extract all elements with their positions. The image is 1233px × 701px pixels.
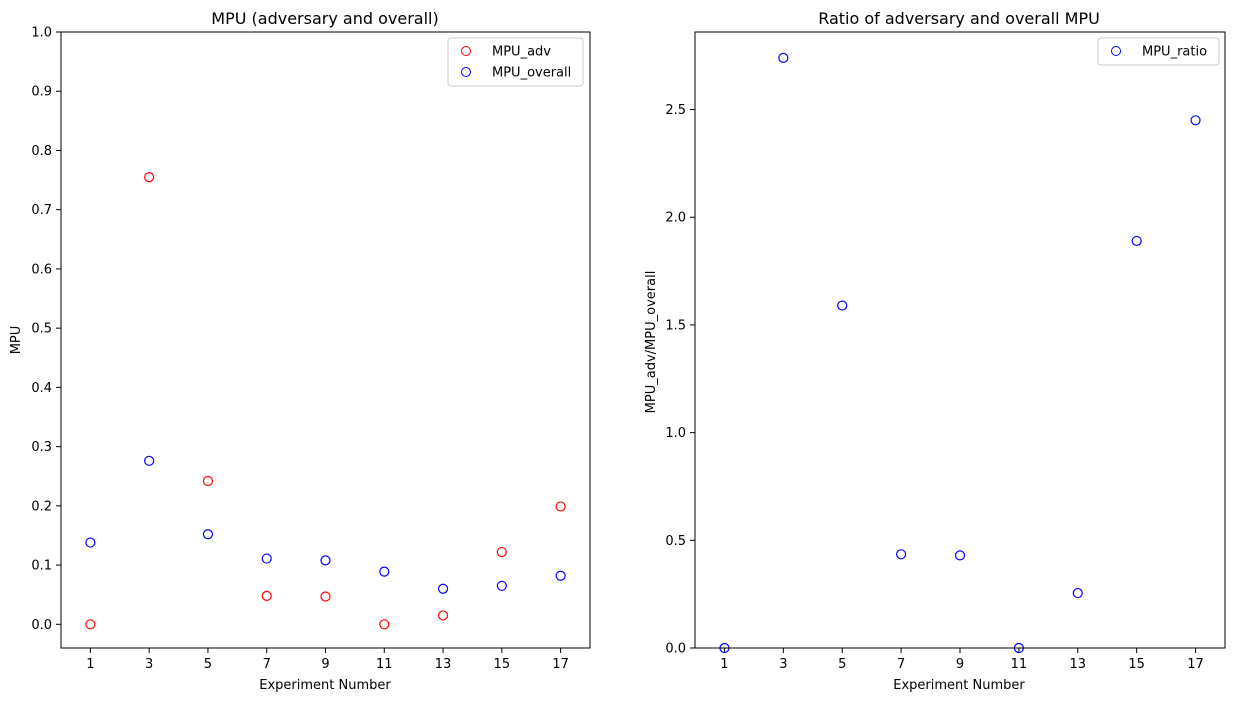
plot-frame — [694, 31, 1226, 649]
data-point-mpu-overall — [261, 553, 272, 564]
y-tick-label: 1.0 — [665, 426, 686, 441]
x-tick-label: 9 — [321, 657, 329, 672]
x-tick-label: 13 — [435, 657, 452, 672]
data-point-mpu-adv — [437, 610, 449, 621]
x-tick-label: 5 — [838, 657, 846, 672]
y-tick-label: 0.6 — [31, 262, 52, 277]
legend-marker-mpu-adv — [461, 46, 471, 56]
data-point-mpu-adv — [555, 501, 566, 512]
data-point-mpu-ratio — [1072, 587, 1083, 599]
y-tick-label: 1.5 — [665, 318, 686, 333]
y-tick-label: 0.9 — [31, 85, 52, 100]
x-tick-label: 11 — [1011, 657, 1028, 672]
marks-group — [85, 172, 566, 630]
data-point-mpu-ratio — [1190, 115, 1201, 126]
y-tick-label: 0.1 — [31, 559, 52, 574]
data-point-mpu-adv — [379, 619, 390, 630]
y-tick-label: 0.3 — [31, 440, 52, 455]
tick-group: 1 3 5 7 9 11 13 15 170.00.10.20.30.40.50.60.70.8… — [31, 26, 569, 673]
legend-box — [447, 37, 584, 87]
x-tick-label: 7 — [897, 657, 905, 672]
y-tick-label: 0.5 — [665, 534, 686, 549]
legend-label-mpu-overall: MPU_overall — [492, 66, 571, 81]
x-tick-label: 15 — [1128, 657, 1145, 672]
legend-marker-mpu-ratio — [1111, 46, 1121, 56]
x-tick-label: 3 — [779, 657, 787, 672]
x-tick-label: 1 — [86, 657, 94, 672]
data-point-mpu-ratio — [954, 550, 966, 561]
legend: MPU_adv MPU_overall — [447, 37, 584, 87]
tick-group: 1 3 5 7 9 11 13 15 170.00.51.01.52.02.5 — [665, 103, 1204, 672]
legend-label-mpu-adv: MPU_adv — [492, 45, 551, 60]
y-axis-label: MPU_adv/MPU_overall — [644, 271, 659, 414]
data-point-mpu-adv — [261, 590, 272, 601]
x-tick-label: 15 — [494, 657, 511, 672]
x-axis-label: Experiment Number — [259, 678, 391, 693]
data-point-mpu-overall — [144, 455, 155, 466]
x-tick-label: 3 — [145, 657, 153, 672]
y-tick-label: 2.0 — [665, 211, 686, 226]
data-point-mpu-overall — [555, 570, 566, 581]
y-tick-label: 0.0 — [31, 618, 52, 633]
data-point-mpu-adv — [202, 475, 214, 487]
data-point-mpu-overall — [379, 566, 390, 577]
data-point-mpu-overall — [437, 583, 449, 594]
x-tick-label: 9 — [956, 657, 964, 672]
x-tick-label: 11 — [376, 657, 393, 672]
x-tick-label: 1 — [720, 657, 728, 672]
y-tick-label: 0.8 — [31, 144, 52, 159]
y-tick-label: 0.0 — [665, 642, 686, 657]
data-point-mpu-overall — [202, 529, 214, 540]
chart-mpu: MPU (adversary and overall) Experiment N… — [9, 9, 591, 693]
chart-ratio: Ratio of adversary and overall MPU Exper… — [644, 9, 1226, 693]
x-tick-label: 5 — [204, 657, 212, 672]
y-tick-label: 2.5 — [665, 103, 686, 118]
legend-box — [1097, 37, 1220, 66]
chart-title: Ratio of adversary and overall MPU — [818, 9, 1100, 28]
plot-frame — [60, 31, 591, 649]
data-point-mpu-adv — [85, 619, 96, 630]
data-point-mpu-ratio — [1131, 235, 1142, 247]
x-axis-label: Experiment Number — [893, 678, 1025, 693]
data-point-mpu-ratio — [778, 52, 789, 63]
data-point-mpu-adv — [496, 546, 507, 558]
y-tick-label: 0.2 — [31, 499, 52, 514]
legend-label-mpu-ratio: MPU_ratio — [1142, 45, 1207, 60]
chart-title: MPU (adversary and overall) — [211, 9, 438, 28]
data-point-mpu-overall — [320, 555, 331, 566]
data-point-mpu-overall — [496, 580, 507, 591]
y-axis-label: MPU — [9, 326, 24, 355]
y-tick-label: 0.5 — [31, 322, 52, 337]
y-tick-label: 0.4 — [31, 381, 52, 396]
data-point-mpu-overall — [85, 537, 96, 548]
y-tick-label: 0.7 — [31, 203, 52, 218]
data-point-mpu-adv — [320, 591, 331, 602]
x-tick-label: 17 — [552, 657, 569, 672]
x-tick-label: 17 — [1187, 657, 1204, 672]
x-tick-label: 7 — [263, 657, 271, 672]
data-point-mpu-ratio — [896, 549, 907, 560]
data-point-mpu-ratio — [837, 300, 848, 311]
x-tick-label: 13 — [1070, 657, 1087, 672]
data-point-mpu-adv — [144, 172, 155, 183]
legend-marker-mpu-overall — [461, 67, 471, 77]
legend: MPU_ratio — [1097, 37, 1220, 66]
y-tick-label: 1.0 — [31, 26, 52, 41]
